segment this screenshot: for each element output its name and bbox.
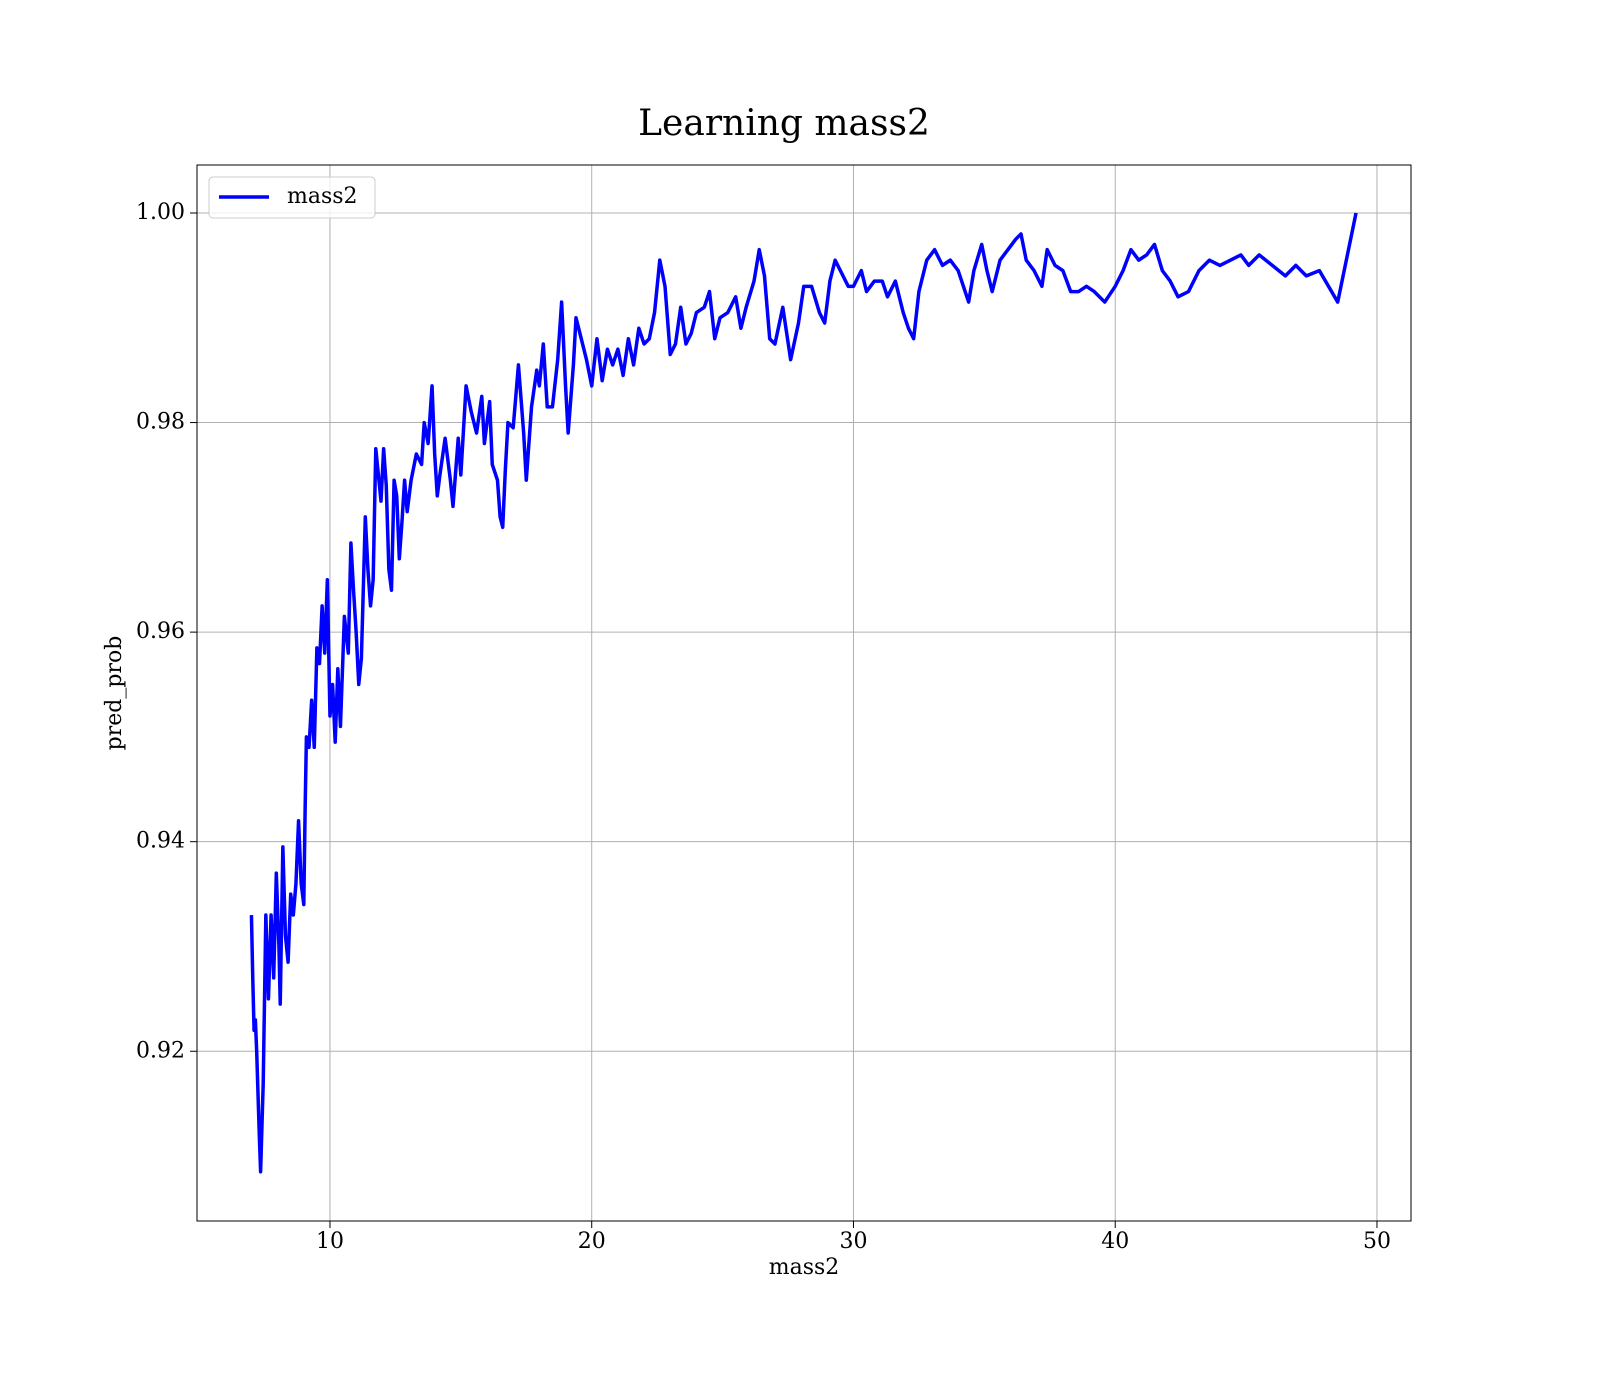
legend-box [208,176,376,219]
y-axis-label: pred_prob [102,636,127,751]
x-tick-label: 20 [578,1229,606,1254]
x-tick-label: 30 [839,1229,867,1254]
x-axis-label: mass2 [769,1255,840,1280]
x-tick-label: 40 [1101,1229,1129,1254]
x-tick-label: 10 [316,1229,344,1254]
y-tick-label: 1.00 [136,200,185,225]
plot-frame [196,164,1412,1222]
chart-title: Learning mass2 [638,103,930,144]
legend-label: mass2 [287,184,358,209]
x-tick-label: 50 [1363,1229,1391,1254]
y-tick-label: 0.96 [136,619,185,644]
y-tick-label: 0.92 [136,1038,185,1063]
data-line [249,212,1358,1174]
y-tick-label: 0.98 [136,410,185,435]
y-tick-label: 0.94 [136,829,185,854]
